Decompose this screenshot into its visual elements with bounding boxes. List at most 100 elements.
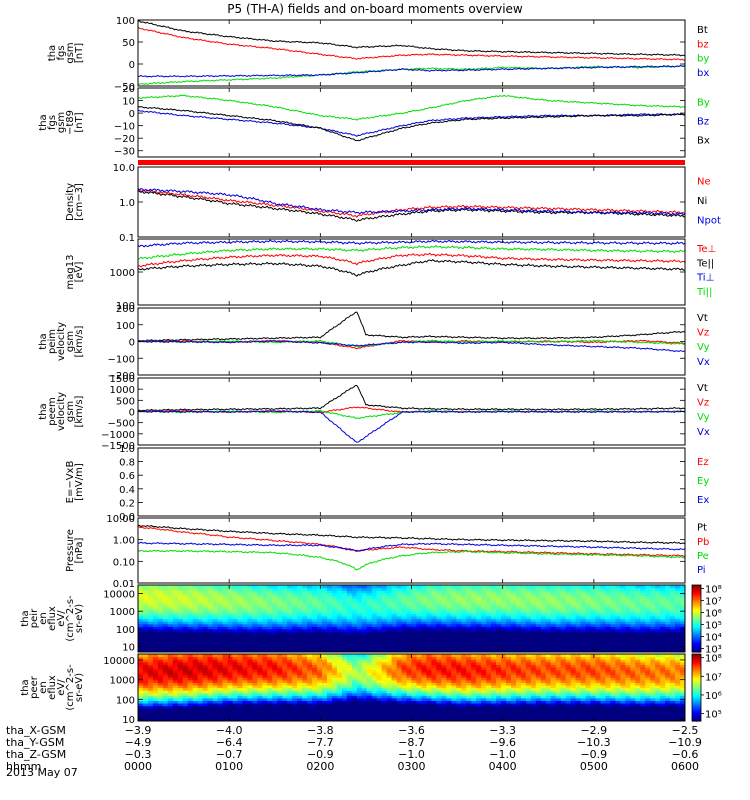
spectrogram-cell bbox=[237, 656, 244, 660]
spectrogram-cell bbox=[471, 608, 477, 612]
spectrogram-cell bbox=[441, 636, 447, 640]
spectrogram-cell bbox=[436, 618, 442, 622]
spectrogram-cell bbox=[645, 623, 651, 627]
spectrogram-cell bbox=[431, 669, 437, 673]
spectrogram-cell bbox=[341, 646, 348, 651]
spectrogram-cell bbox=[138, 603, 144, 607]
spectrogram-cell bbox=[436, 682, 442, 686]
spectrogram-cell bbox=[650, 608, 656, 612]
spectrogram-cell bbox=[396, 708, 403, 712]
series-line-Bt bbox=[138, 20, 685, 57]
spectrogram-cell bbox=[267, 628, 273, 632]
spectrogram-cell bbox=[585, 600, 592, 604]
spectrogram-cell bbox=[366, 669, 373, 673]
spectrogram-cell bbox=[297, 664, 303, 668]
spectrogram-cell bbox=[431, 592, 437, 596]
spectrogram-cell bbox=[237, 626, 244, 630]
spectrogram-cell bbox=[242, 697, 248, 701]
spectrogram-cell bbox=[650, 585, 656, 589]
spectrogram-cell bbox=[346, 595, 353, 599]
series-group bbox=[138, 239, 685, 277]
spectrogram-cell bbox=[187, 705, 194, 709]
spectrogram-cell bbox=[247, 621, 253, 625]
spectrogram-cell bbox=[530, 644, 537, 648]
spectrogram-cell bbox=[650, 649, 656, 652]
spectrogram-cell bbox=[192, 661, 199, 665]
spectrogram-cell bbox=[336, 679, 343, 683]
spectrogram-cell bbox=[142, 713, 149, 717]
spectrogram-cell bbox=[197, 641, 204, 645]
spectrogram-cell bbox=[525, 639, 532, 643]
spectrogram-cell bbox=[505, 621, 512, 625]
spectrogram-cell bbox=[272, 649, 278, 652]
spectrogram-cell bbox=[406, 713, 413, 717]
spectrogram-cell bbox=[336, 690, 343, 694]
spectrogram-cell bbox=[610, 644, 616, 648]
spectrogram-cell bbox=[411, 687, 418, 691]
spectrogram-cell bbox=[600, 603, 607, 607]
spectrogram-cell bbox=[207, 595, 214, 599]
spectrogram-cell bbox=[346, 664, 353, 668]
spectrogram-cell bbox=[326, 708, 333, 712]
spectrogram-cell bbox=[391, 595, 398, 599]
spectrogram-cell bbox=[476, 590, 482, 594]
spectrogram-cell bbox=[381, 605, 388, 609]
spectrogram-cell bbox=[152, 605, 159, 609]
spectrogram-cell bbox=[381, 690, 388, 694]
spectrogram-cell bbox=[242, 654, 248, 658]
spectrogram-cell bbox=[267, 718, 273, 721]
spectrogram-cell bbox=[232, 641, 239, 645]
spectrogram-cell bbox=[371, 626, 378, 630]
spectrogram-cell bbox=[486, 600, 492, 604]
spectrogram-cell bbox=[535, 639, 542, 643]
spectrogram-cell bbox=[635, 618, 641, 622]
spectrogram-cell bbox=[610, 600, 616, 604]
spectrogram-cell bbox=[421, 664, 428, 668]
y-axis-label: [eV] bbox=[74, 262, 85, 283]
spectrogram-cell bbox=[421, 646, 428, 651]
spectrogram-cell bbox=[675, 628, 681, 632]
spectrogram-cell bbox=[242, 715, 248, 720]
spectrogram-cell bbox=[232, 690, 239, 694]
spectrogram-cell bbox=[505, 639, 512, 643]
spectrogram-cell bbox=[307, 639, 313, 643]
spectrogram-cell bbox=[570, 639, 577, 643]
spectrogram-cell bbox=[421, 690, 428, 694]
spectrogram-cell bbox=[167, 644, 174, 648]
spectrogram-cell bbox=[257, 687, 263, 691]
spectrogram-cell bbox=[152, 690, 159, 694]
spectrogram-cell bbox=[421, 666, 428, 671]
spectrogram-cell bbox=[486, 595, 492, 599]
spectrogram-cell bbox=[555, 636, 562, 640]
spectrogram-cell bbox=[575, 590, 582, 594]
spectrogram-cell bbox=[550, 621, 557, 625]
spectrogram-cell bbox=[317, 715, 323, 720]
spectrogram-cell bbox=[466, 618, 472, 622]
spectrogram-cell bbox=[177, 677, 184, 681]
spectrogram-cell bbox=[217, 641, 224, 645]
spectrogram-cell bbox=[595, 615, 602, 620]
spectrogram-cell bbox=[167, 597, 174, 602]
spectrogram-cell bbox=[620, 641, 626, 645]
spectrogram-cell bbox=[555, 631, 562, 635]
spectrogram-cell bbox=[456, 713, 462, 717]
spectrogram-cell bbox=[341, 656, 348, 660]
spectrogram-cell bbox=[287, 587, 293, 591]
spectrogram-cell bbox=[366, 659, 373, 663]
series-line-Ti|| bbox=[138, 244, 685, 260]
spectrogram-cell bbox=[590, 626, 597, 630]
spectrogram-cell bbox=[421, 631, 428, 635]
spectrogram-cell bbox=[411, 661, 418, 665]
spectrogram-cell bbox=[655, 636, 661, 640]
spectrogram-cell bbox=[381, 715, 388, 720]
spectrogram-cell bbox=[426, 597, 432, 602]
spectrogram-cell bbox=[356, 669, 363, 673]
spectrogram-cell bbox=[391, 674, 398, 678]
spectrogram-cell bbox=[481, 633, 487, 638]
spectrogram-cell bbox=[242, 626, 248, 630]
spectrogram-cell bbox=[406, 708, 413, 712]
spectrogram-cell bbox=[361, 708, 368, 712]
spectrogram-cell bbox=[172, 695, 179, 699]
spectrogram-cell bbox=[610, 621, 616, 625]
spectrogram-cell bbox=[232, 697, 239, 701]
